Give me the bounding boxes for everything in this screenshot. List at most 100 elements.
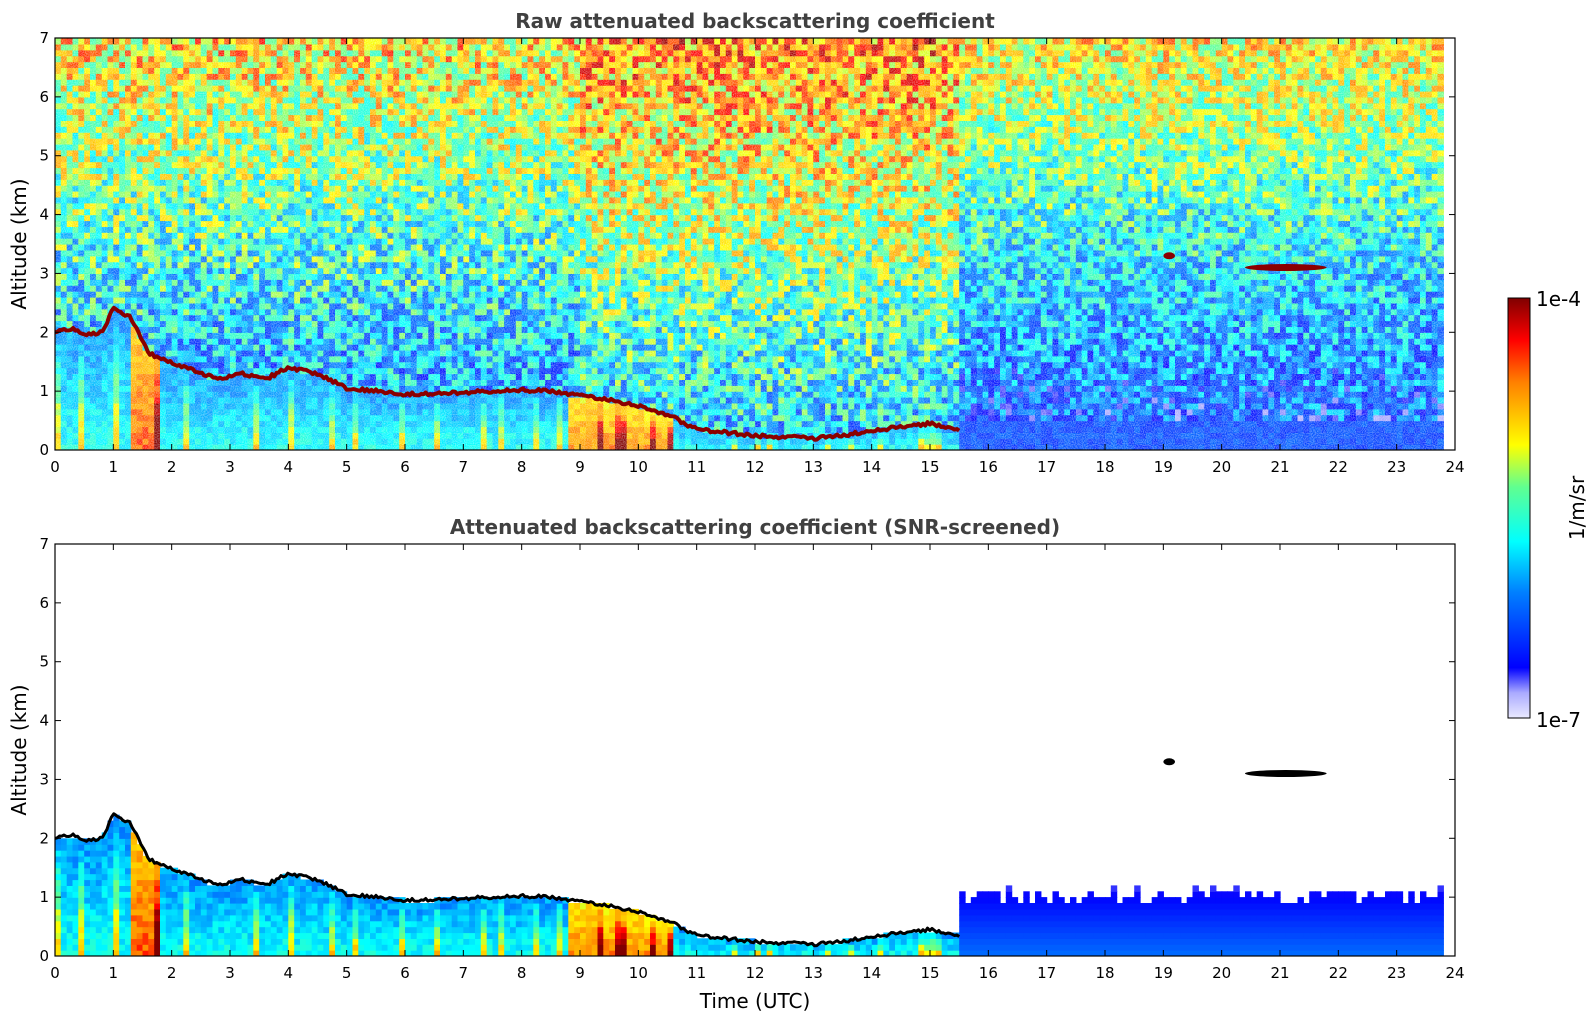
heatmap-cell [381, 61, 389, 68]
heatmap-cell [463, 373, 470, 380]
heatmap-cell [130, 161, 138, 169]
heatmap-cell [171, 249, 179, 257]
heatmap-cell [90, 408, 97, 416]
heatmap-cell [154, 314, 161, 322]
heatmap-cell [78, 102, 85, 110]
heatmap-cell [142, 438, 149, 445]
heatmap-cell [183, 379, 190, 386]
heatmap-cell [183, 202, 190, 210]
heatmap-cell [457, 73, 464, 80]
heatmap-cell [270, 249, 278, 257]
heatmap-cell [463, 314, 470, 322]
heatmap-cell [346, 91, 354, 98]
heatmap-cell [125, 155, 132, 163]
heatmap-cell [107, 138, 114, 145]
heatmap-cell [393, 49, 400, 57]
heatmap-cell [136, 279, 144, 286]
heatmap-cell [160, 132, 167, 139]
heatmap-cell [218, 55, 225, 63]
heatmap-cell [282, 120, 289, 127]
heatmap-cell [463, 126, 470, 133]
heatmap-cell [84, 308, 91, 316]
heatmap-cell [160, 361, 167, 369]
heatmap-cell [387, 355, 394, 363]
heatmap-cell [346, 320, 354, 327]
heatmap-cell [381, 361, 389, 369]
heatmap-cell [72, 320, 79, 327]
heatmap-cell [136, 138, 144, 145]
heatmap-cell [84, 426, 91, 433]
heatmap-cell [346, 426, 354, 433]
heatmap-cell [247, 385, 254, 392]
heatmap-cell [253, 220, 260, 227]
heatmap-cell [300, 73, 307, 80]
heatmap-cell [171, 420, 179, 428]
heatmap-cell [55, 191, 62, 198]
heatmap-cell [393, 96, 400, 104]
heatmap-cell [335, 408, 342, 416]
heatmap-cell [119, 255, 126, 263]
heatmap-cell [195, 432, 202, 439]
heatmap-cell [230, 214, 237, 222]
heatmap-cell [370, 43, 377, 51]
heatmap-cell [335, 349, 342, 357]
heatmap-cell [224, 161, 231, 169]
heatmap-cell [387, 397, 394, 404]
heatmap-cell [189, 161, 196, 169]
heatmap-cell [381, 67, 389, 74]
heatmap-cell [311, 226, 319, 233]
heatmap-cell [235, 355, 243, 363]
heatmap-cell [78, 391, 85, 398]
heatmap-cell [230, 96, 237, 104]
heatmap-cell [78, 220, 85, 227]
heatmap-cell [451, 185, 459, 192]
heatmap-cell [393, 61, 400, 68]
heatmap-cell [311, 297, 319, 304]
heatmap-cell [72, 108, 79, 116]
heatmap-cell [165, 173, 173, 180]
heatmap-cell [399, 73, 406, 80]
heatmap-cell [434, 220, 441, 227]
heatmap-cell [463, 355, 470, 363]
heatmap-cell [154, 408, 161, 416]
heatmap-cell [305, 126, 313, 133]
heatmap-cell [346, 391, 354, 398]
heatmap-cell [247, 173, 254, 180]
heatmap-cell [136, 291, 144, 298]
heatmap-cell [311, 161, 319, 169]
heatmap-cell [224, 438, 231, 445]
heatmap-cell [136, 120, 144, 127]
heatmap-cell [113, 373, 120, 380]
heatmap-cell [148, 438, 155, 445]
heatmap-cell [288, 91, 295, 98]
heatmap-cell [405, 114, 412, 121]
heatmap-cell [206, 185, 214, 192]
heatmap-cell [445, 267, 453, 274]
heatmap-cell [451, 361, 459, 369]
heatmap-cell [66, 249, 74, 257]
heatmap-cell [276, 196, 284, 204]
heatmap-cell [154, 244, 161, 251]
heatmap-cell [130, 238, 138, 245]
heatmap-cell [416, 73, 424, 80]
heatmap-cell [101, 385, 109, 392]
heatmap-cell [130, 279, 138, 286]
heatmap-cell [294, 179, 301, 186]
heatmap-cell [95, 308, 103, 316]
heatmap-cell [224, 149, 231, 157]
heatmap-cell [410, 432, 418, 439]
heatmap-cell [90, 361, 97, 369]
heatmap-cell [113, 238, 120, 245]
heatmap-cell [387, 49, 394, 57]
heatmap-cell [311, 232, 319, 239]
heatmap-cell [270, 208, 278, 216]
heatmap-cell [317, 344, 324, 351]
heatmap-cell [125, 43, 132, 51]
heatmap-cell [422, 426, 429, 433]
heatmap-cell [416, 102, 424, 110]
heatmap-cell [101, 232, 109, 239]
heatmap-cell [101, 91, 109, 98]
heatmap-cell [445, 55, 453, 63]
heatmap-cell [125, 438, 132, 445]
heatmap-cell [434, 85, 441, 92]
